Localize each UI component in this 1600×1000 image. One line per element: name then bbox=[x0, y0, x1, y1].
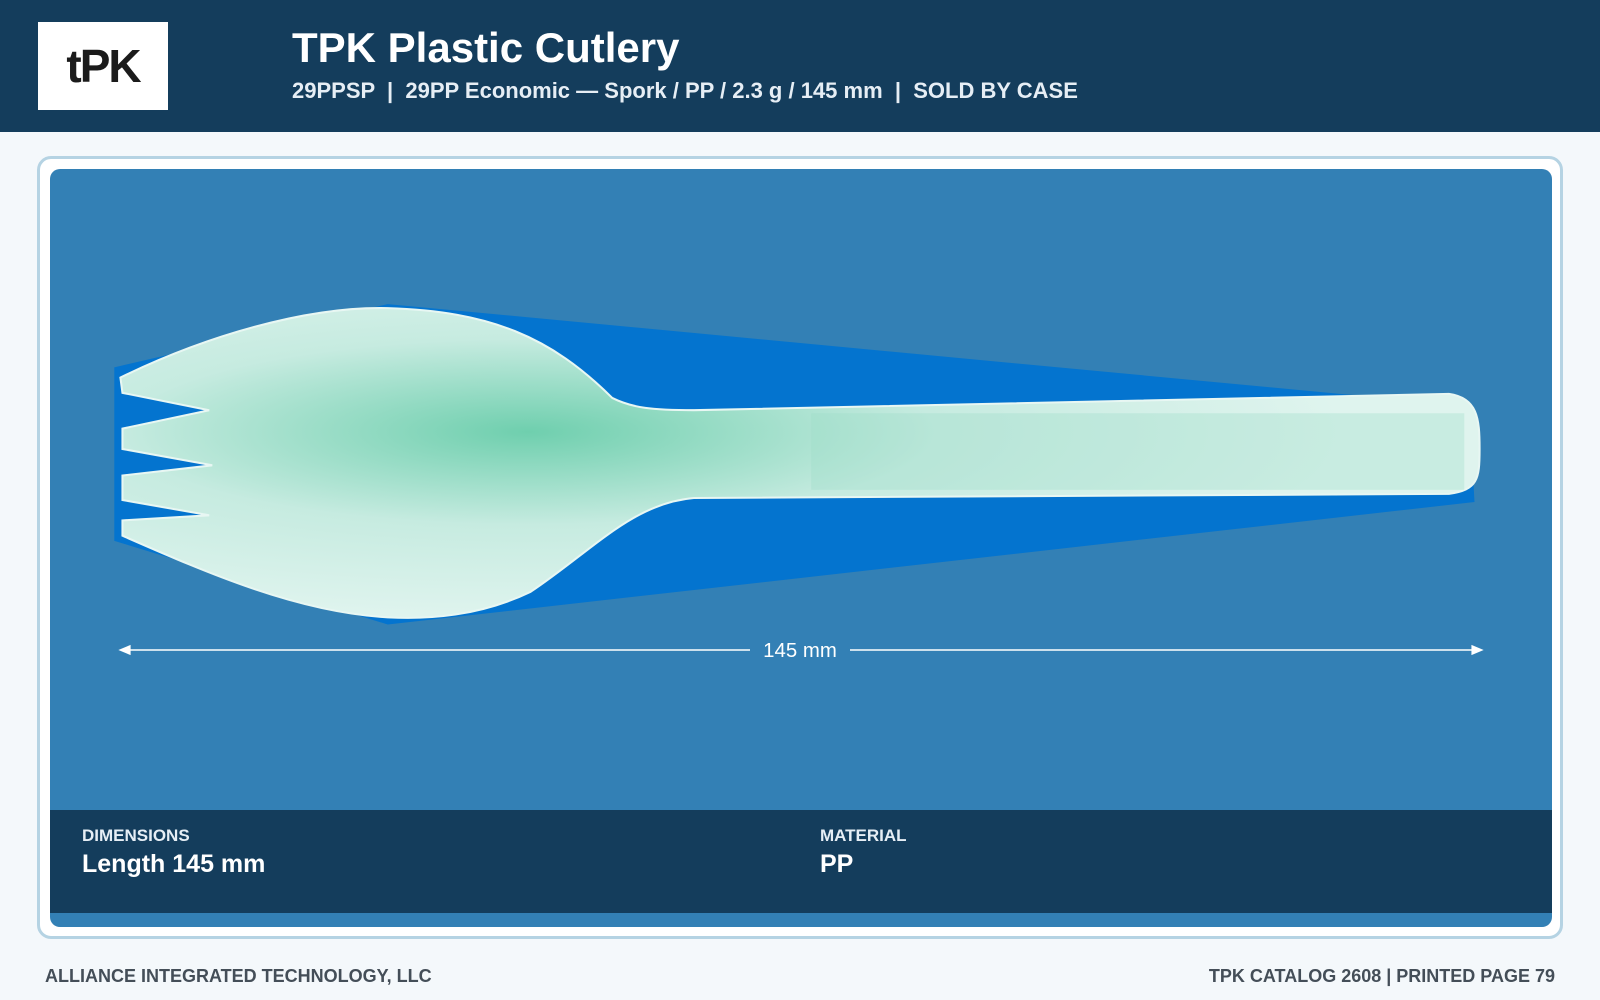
footer-right: TPK CATALOG 2608 | PRINTED PAGE 79 bbox=[1208, 966, 1555, 986]
spec-label: MATERIAL bbox=[820, 826, 907, 845]
spec-strip: DIMENSIONS Length 145 mm MATERIAL PP bbox=[50, 810, 1552, 913]
spec-label: DIMENSIONS bbox=[82, 826, 190, 845]
dimension-label: 145 mm bbox=[763, 640, 837, 662]
title: TPK Plastic Cutlery bbox=[292, 24, 680, 71]
subtitle: 29PPSP | 29PP Economic — Spork / PP / 2.… bbox=[292, 78, 1078, 103]
spork bbox=[119, 307, 1481, 619]
footer-left: ALLIANCE INTEGRATED TECHNOLOGY, LLC bbox=[45, 966, 432, 986]
logo: tPK bbox=[38, 22, 168, 110]
spec-value: Length 145 mm bbox=[82, 850, 266, 878]
spec-value: PP bbox=[820, 850, 854, 878]
header: tPK TPK Plastic Cutlery 29PPSP | 29PP Ec… bbox=[0, 0, 1600, 132]
grip-texture bbox=[811, 413, 1465, 490]
